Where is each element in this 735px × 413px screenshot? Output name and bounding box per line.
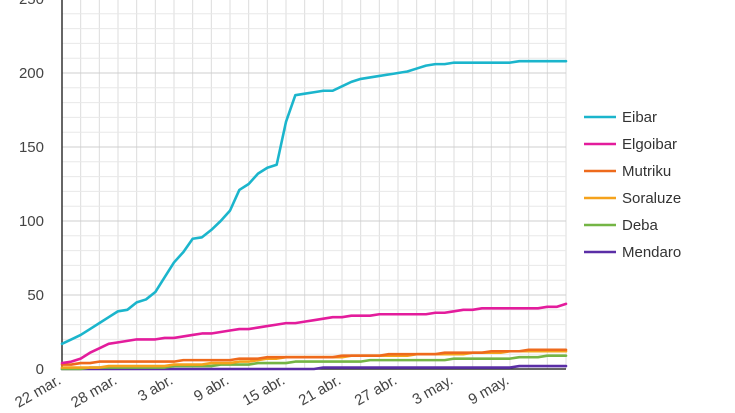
series-line-mendaro bbox=[60, 364, 568, 371]
y-tick-label: 100 bbox=[19, 213, 44, 230]
y-tick-label: 50 bbox=[27, 287, 44, 304]
x-tick-label: 9 may. bbox=[465, 372, 512, 409]
series-line-eibar bbox=[60, 59, 568, 346]
x-tick-label: 21 abr. bbox=[296, 372, 344, 410]
legend-label: Mendaro bbox=[622, 244, 681, 261]
x-tick-label: 3 abr. bbox=[135, 372, 176, 405]
legend-label: Soraluze bbox=[622, 190, 681, 207]
y-tick-label: 150 bbox=[19, 139, 44, 156]
legend: Eibar Elgoibar Mutriku Soraluze Deba Mendaro bbox=[584, 109, 681, 261]
series-line-elgoibar bbox=[60, 302, 568, 365]
x-tick-label: 9 abr. bbox=[191, 372, 232, 405]
legend-label: Deba bbox=[622, 217, 659, 234]
legend-label: Elgoibar bbox=[622, 136, 677, 153]
x-tick-label: 15 abr. bbox=[240, 372, 288, 410]
y-tick-label: 200 bbox=[19, 65, 44, 82]
legend-label: Mutriku bbox=[622, 163, 671, 180]
x-tick-label: 3 may. bbox=[409, 372, 456, 409]
y-tick-label: 250 bbox=[19, 0, 44, 8]
y-tick-label: 0 bbox=[36, 361, 44, 378]
series-line-deba bbox=[60, 354, 568, 371]
series-line-mutriku bbox=[60, 348, 568, 366]
x-tick-label: 27 abr. bbox=[352, 372, 400, 410]
legend-label: Eibar bbox=[622, 109, 657, 126]
x-tick-label: 28 mar. bbox=[68, 372, 120, 412]
series-lines bbox=[60, 59, 568, 371]
grid bbox=[61, 0, 567, 369]
